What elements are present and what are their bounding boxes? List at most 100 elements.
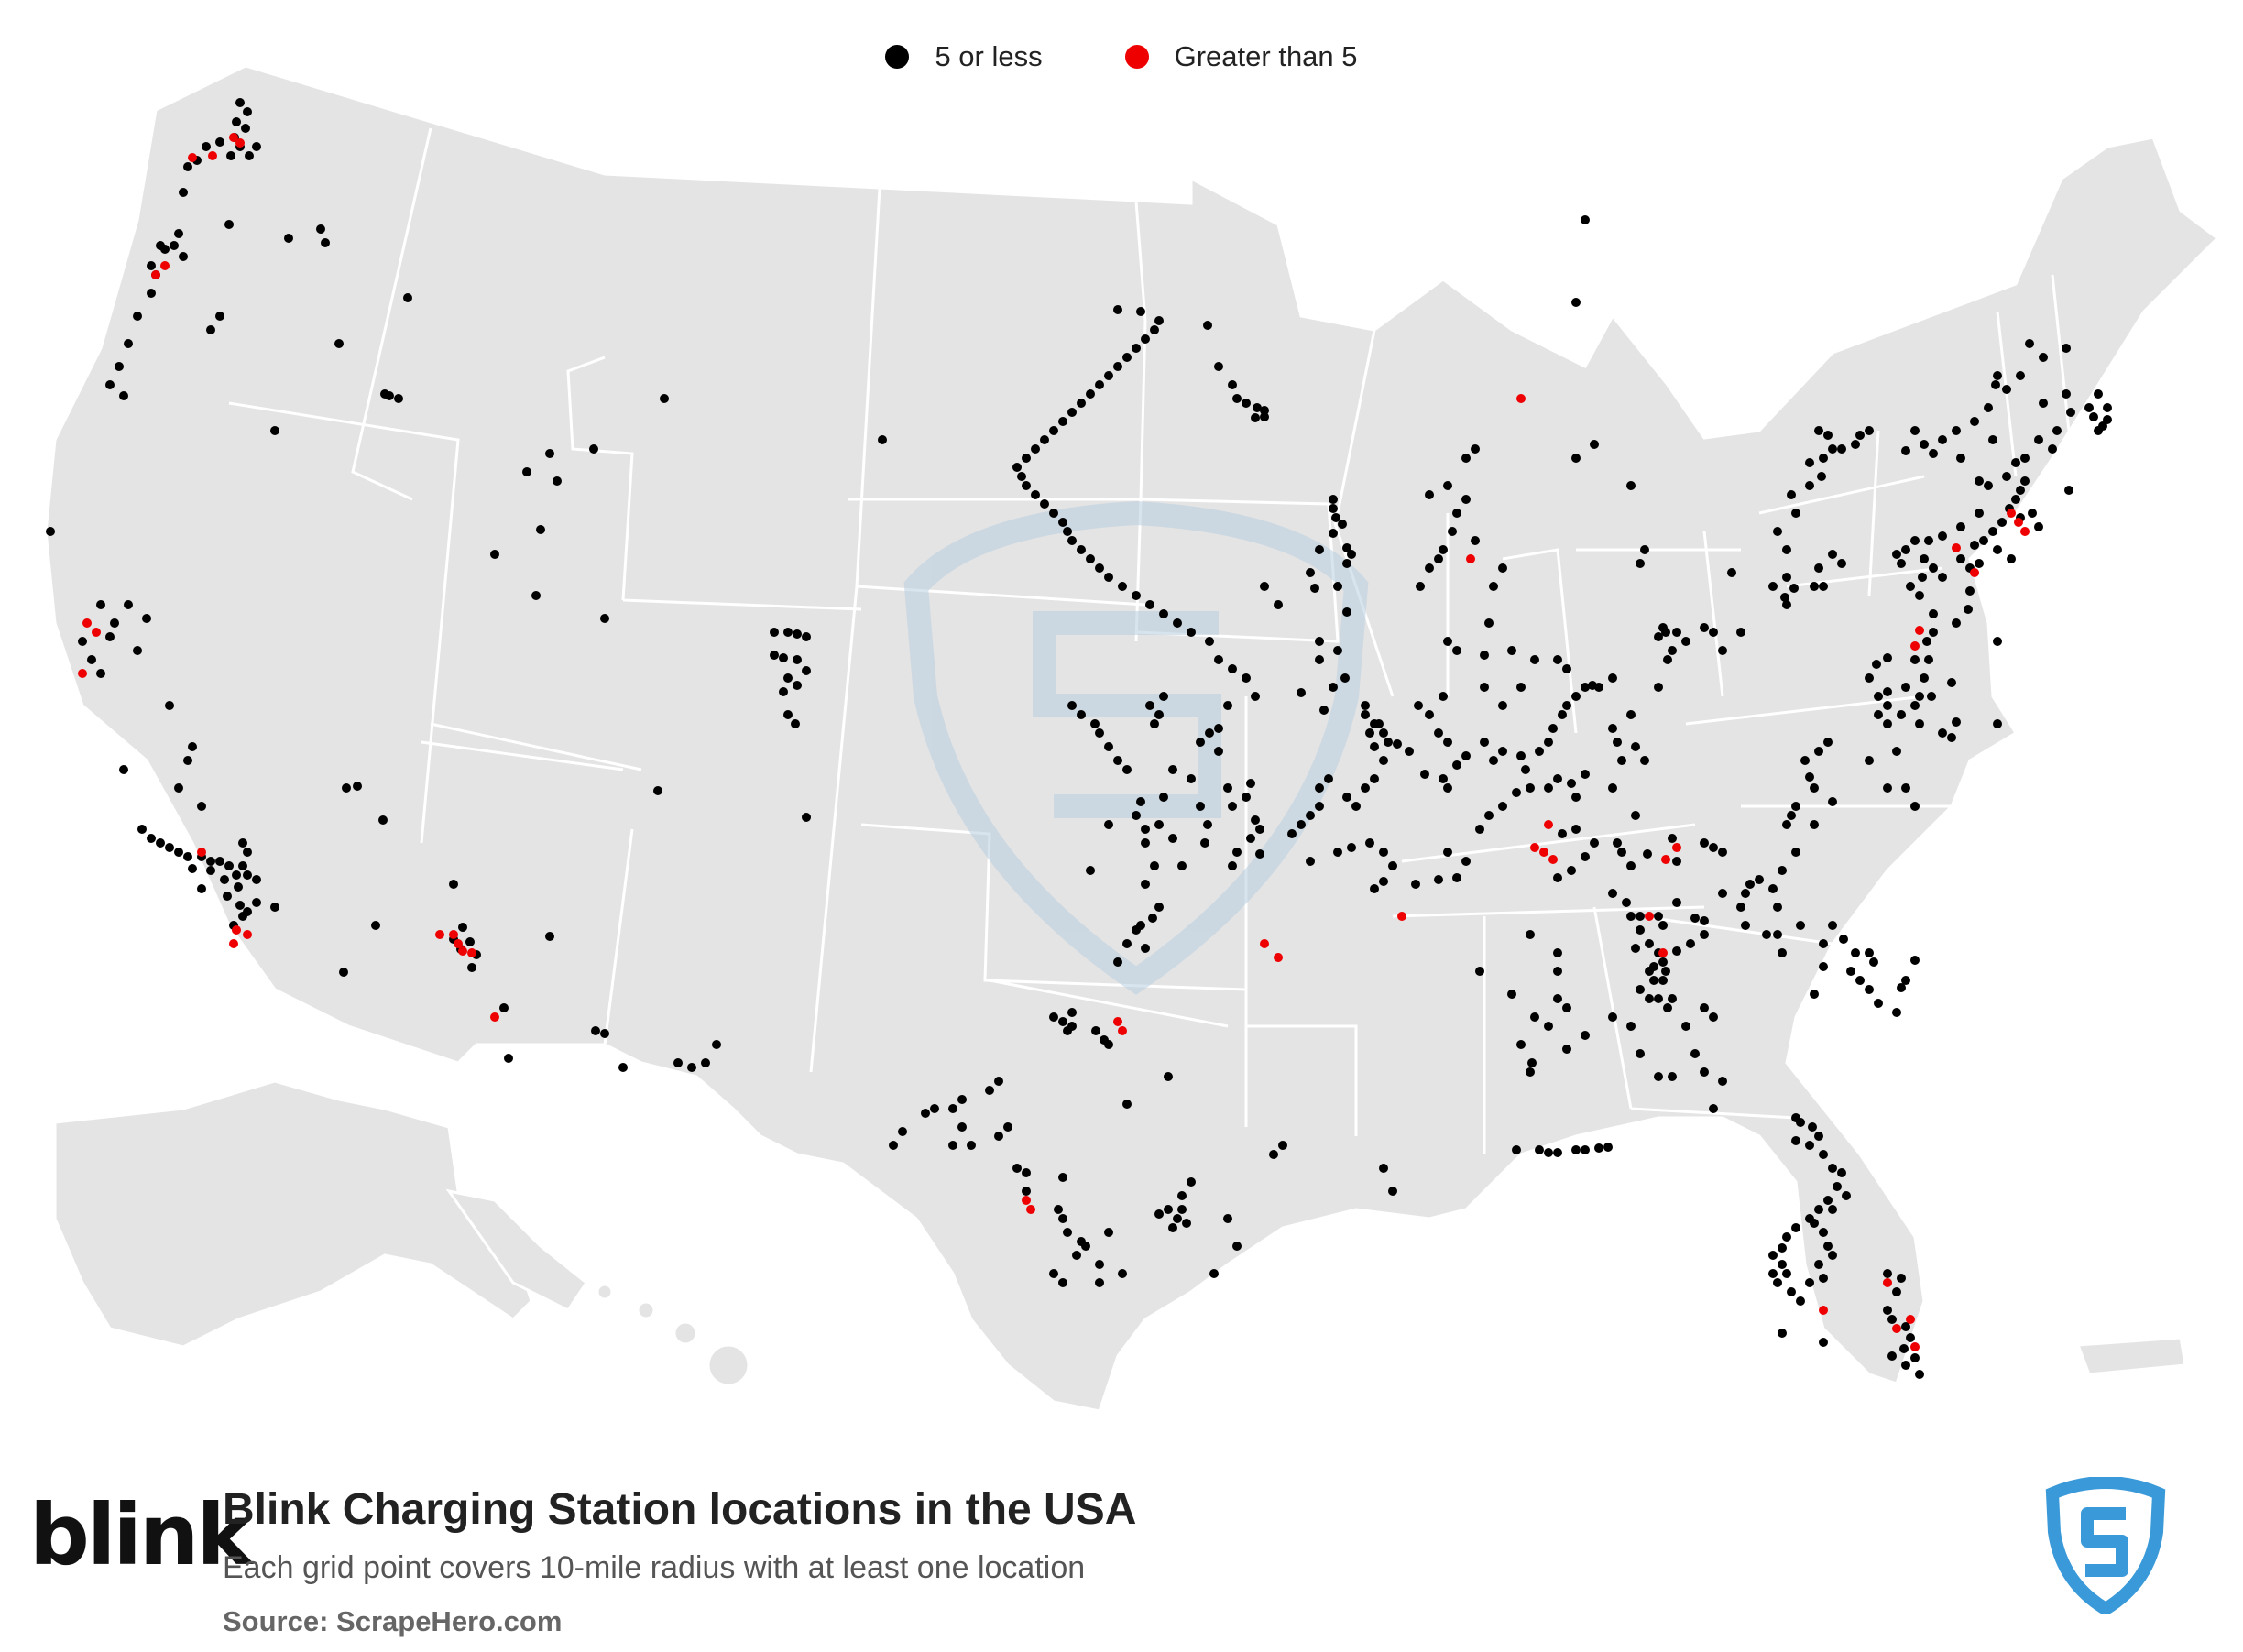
location-dot-small xyxy=(1991,380,2000,389)
location-dot-small xyxy=(1869,957,1878,967)
location-dot-small xyxy=(1058,518,1067,527)
location-dot-small xyxy=(170,241,179,250)
location-dot-small xyxy=(1379,728,1388,738)
location-dot-small xyxy=(1498,701,1507,710)
location-dot-small xyxy=(1246,834,1255,843)
location-dot-small xyxy=(1434,728,1443,738)
location-dot-small xyxy=(1988,435,1997,444)
location-dot-small xyxy=(2094,426,2103,435)
location-dot-small xyxy=(1434,875,1443,884)
location-dot-small xyxy=(1017,472,1026,481)
location-dot-small xyxy=(1411,880,1420,889)
location-dot-small xyxy=(1897,983,1906,992)
location-dot-small xyxy=(105,632,115,641)
location-dot-large xyxy=(188,153,197,162)
location-dot-small xyxy=(553,476,562,486)
location-dot-small xyxy=(1393,739,1402,749)
location-dot-large xyxy=(1883,1278,1892,1287)
location-dot-small xyxy=(1640,545,1649,554)
location-dot-small xyxy=(1778,1243,1787,1253)
location-dot-small xyxy=(1626,481,1636,490)
location-dot-small xyxy=(1791,509,1800,518)
location-dot-small xyxy=(545,932,554,941)
location-dot-small xyxy=(321,238,330,247)
location-dot-small xyxy=(1727,568,1736,577)
location-dot-small xyxy=(1590,440,1599,449)
location-dot-small xyxy=(1526,930,1535,939)
location-dot-small xyxy=(1388,1187,1397,1196)
location-dot-small xyxy=(449,880,458,889)
location-dot-small xyxy=(1058,1278,1067,1287)
location-dot-small xyxy=(921,1109,930,1118)
location-dot-small xyxy=(1562,1045,1571,1054)
location-dot-small xyxy=(1819,939,1828,948)
location-dot-small xyxy=(1297,820,1306,829)
location-dot-small xyxy=(1031,490,1040,499)
location-dot-small xyxy=(1984,403,1993,412)
location-dot-small xyxy=(1553,655,1562,664)
location-dot-small xyxy=(339,968,348,977)
location-dot-small xyxy=(1067,1008,1077,1017)
location-dot-small xyxy=(1791,1136,1800,1145)
location-dot-small xyxy=(1196,738,1205,747)
map-title: Blink Charging Station locations in the … xyxy=(223,1485,1137,1534)
location-dot-small xyxy=(1938,435,1947,444)
location-dot-small xyxy=(1012,463,1022,472)
usa-map xyxy=(46,66,2217,1411)
location-dot-small xyxy=(458,923,467,932)
location-dot-small xyxy=(1223,701,1232,710)
location-dot-small xyxy=(1819,1150,1828,1159)
location-dot-small xyxy=(1581,215,1590,224)
location-dot-small xyxy=(1920,673,1929,683)
location-dot-small xyxy=(1778,1329,1787,1338)
location-dot-small xyxy=(1232,394,1242,403)
location-dot-small xyxy=(2094,389,2103,399)
location-dot-small xyxy=(783,673,793,683)
location-dot-large xyxy=(243,930,252,939)
location-dot-small xyxy=(1805,1141,1814,1150)
location-dot-small xyxy=(1054,1205,1063,1214)
location-dot-small xyxy=(1022,454,1031,463)
location-dot-small xyxy=(188,742,197,751)
location-dot-small xyxy=(2020,476,2030,486)
location-dot-small xyxy=(1920,440,1929,449)
location-dot-small xyxy=(1365,728,1374,738)
location-dot-small xyxy=(1104,573,1113,582)
location-dot-large xyxy=(458,946,467,956)
location-dot-small xyxy=(1901,683,1910,692)
location-dot-small xyxy=(783,710,793,719)
location-dot-small xyxy=(1626,1022,1636,1031)
location-dot-small xyxy=(1086,554,1095,563)
location-dot-small xyxy=(499,1003,509,1012)
location-dot-small xyxy=(1901,976,1910,985)
location-dot-small xyxy=(1768,1269,1778,1278)
location-dot-small xyxy=(1177,861,1187,870)
location-dot-small xyxy=(1833,1182,1842,1191)
location-dot-small xyxy=(2020,454,2030,463)
location-dot-small xyxy=(1443,783,1452,793)
location-dot-small xyxy=(1910,1353,1920,1362)
location-dot-small xyxy=(2034,435,2043,444)
location-dot-small xyxy=(241,124,250,133)
location-dot-small xyxy=(1865,756,1874,765)
location-dot-small xyxy=(371,921,380,930)
location-dot-small xyxy=(197,884,206,893)
location-dot-small xyxy=(1636,925,1645,935)
location-dot-small xyxy=(1782,1269,1791,1278)
location-dot-small xyxy=(133,312,142,321)
location-dot-small xyxy=(660,394,669,403)
location-dot-small xyxy=(1654,632,1663,641)
location-dot-small xyxy=(1874,692,1883,701)
location-dot-small xyxy=(252,142,261,151)
location-dot-small xyxy=(1512,1145,1521,1154)
location-dot-small xyxy=(1672,628,1681,637)
location-dot-small xyxy=(270,903,279,912)
location-dot-small xyxy=(1242,793,1251,802)
location-dot-small xyxy=(1842,1191,1851,1200)
location-dot-small xyxy=(1297,688,1306,697)
location-dot-small xyxy=(2066,408,2075,417)
location-dot-small xyxy=(1164,1205,1173,1214)
location-dot-small xyxy=(802,666,811,675)
location-dot-small xyxy=(142,614,151,623)
location-dot-small xyxy=(1952,717,1961,727)
